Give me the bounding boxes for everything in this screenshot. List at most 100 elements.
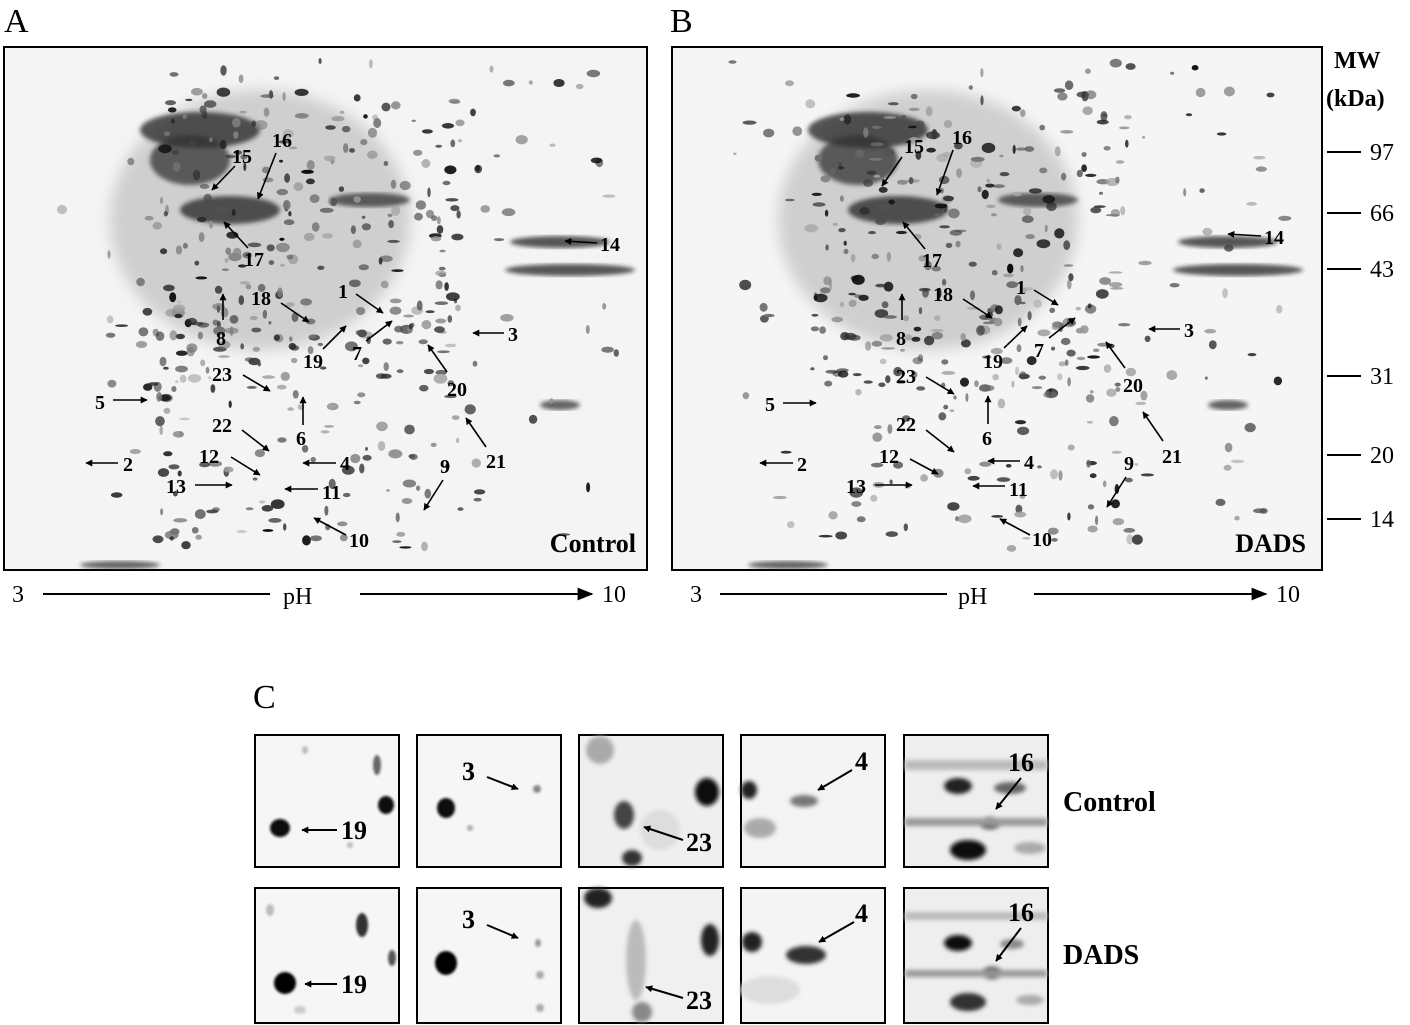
gel-spot	[472, 360, 478, 367]
spot-label-3: 3	[508, 324, 518, 346]
gel-spot	[837, 166, 845, 170]
gel-smear	[330, 193, 410, 207]
gel-spot	[156, 392, 163, 402]
gel-spot	[208, 460, 222, 467]
gel-spot	[279, 237, 285, 241]
gel-spot	[471, 458, 481, 468]
spot-label-15: 15	[232, 146, 252, 168]
gel-spot	[991, 270, 998, 276]
gel-spot	[1138, 260, 1152, 266]
gel-spot	[733, 152, 737, 156]
gel-spot	[941, 359, 949, 365]
gel-spot	[805, 99, 816, 109]
gel-spot	[870, 494, 878, 502]
gel-spot	[229, 315, 239, 324]
gel-spot	[856, 516, 866, 523]
gel-spot	[1092, 348, 1100, 353]
gel-spot	[435, 144, 443, 148]
gel-spot	[411, 119, 416, 123]
zoom-box-23-dads: 23	[578, 887, 724, 1024]
zoom-label-16: 16	[1008, 898, 1034, 927]
gel-spot	[970, 290, 975, 301]
gel-spot	[268, 518, 282, 523]
gel-b	[671, 46, 1323, 571]
gel-spot	[1038, 375, 1047, 380]
gel-spot	[212, 303, 225, 311]
gel-spot	[399, 546, 412, 549]
gel-spot	[846, 93, 860, 98]
gel-spot	[1169, 283, 1180, 288]
gel-spot	[849, 487, 864, 498]
gel-spot	[216, 206, 230, 213]
gel-spot	[396, 369, 404, 374]
gel-spot	[444, 282, 449, 291]
gel-spot	[1036, 239, 1051, 249]
gel-spot	[1054, 228, 1065, 239]
spot-label-12: 12	[879, 446, 899, 468]
gel-spot	[1047, 527, 1059, 535]
gel-spot	[308, 334, 316, 339]
gel-spot	[985, 183, 995, 188]
gel-spot	[285, 302, 295, 307]
gel-spot	[947, 502, 960, 511]
zoom-box-3-dads: 3	[416, 887, 562, 1024]
gel-spot	[854, 149, 865, 158]
mw-axis-title: MW	[1334, 48, 1381, 74]
gel-spot	[438, 266, 446, 271]
gel-spot	[1037, 465, 1042, 469]
gel-spot	[1081, 152, 1087, 157]
gel-spot	[262, 375, 275, 379]
gel-spot	[980, 95, 984, 106]
gel-spot	[349, 148, 355, 153]
spot-label-19: 19	[303, 351, 323, 373]
gel-smear	[818, 135, 898, 185]
gel-spot	[820, 175, 831, 183]
gel-spot	[159, 196, 164, 205]
gel-spot	[1011, 105, 1021, 112]
gel-spot	[1244, 422, 1256, 433]
gel-spot	[194, 260, 200, 266]
zoom-label-23: 23	[686, 828, 712, 857]
spot-label-5: 5	[765, 394, 775, 416]
gel-spot	[1019, 371, 1027, 380]
gel-spot	[1039, 124, 1045, 131]
gel-spot	[458, 139, 462, 143]
gel-spot	[915, 120, 925, 128]
gel-spot	[446, 292, 460, 301]
gel-spot	[1020, 109, 1026, 117]
gel-spot	[818, 534, 833, 538]
gel-spot	[878, 382, 886, 388]
gel-spot	[377, 441, 386, 451]
gel-spot	[280, 371, 290, 381]
panel-letter-c: C	[253, 679, 276, 716]
gel-spot	[992, 184, 1005, 189]
gel-spot	[451, 415, 460, 420]
gel-spot	[879, 358, 887, 365]
gel-spot	[949, 409, 955, 413]
gel-spot	[1108, 271, 1123, 274]
gel-spot	[981, 142, 996, 153]
gel-spot	[396, 531, 406, 537]
gel-spot	[1230, 459, 1245, 464]
zoom-label-4: 4	[855, 747, 868, 776]
gel-spot	[238, 74, 244, 83]
gel-spot	[941, 370, 956, 375]
gel-spot	[434, 301, 449, 306]
gel-spot	[1134, 463, 1139, 466]
gel-spot	[239, 281, 250, 285]
gel-spot	[586, 482, 591, 493]
gel-spot	[553, 79, 565, 87]
zoom-box-19-dads: 19	[254, 887, 400, 1024]
gel-spot	[252, 346, 260, 352]
gel-spot	[1027, 311, 1032, 321]
gel-spot	[934, 213, 941, 217]
gel-spot	[1202, 227, 1213, 236]
gel-spot	[170, 118, 176, 124]
gel-spot	[908, 125, 917, 129]
gel-spot	[203, 193, 212, 204]
ph-start-label: 3	[690, 582, 702, 608]
gel-spot	[843, 248, 849, 255]
gel-spot	[992, 373, 999, 381]
zoom-label-19: 19	[341, 970, 367, 999]
gel-spot	[251, 120, 257, 127]
